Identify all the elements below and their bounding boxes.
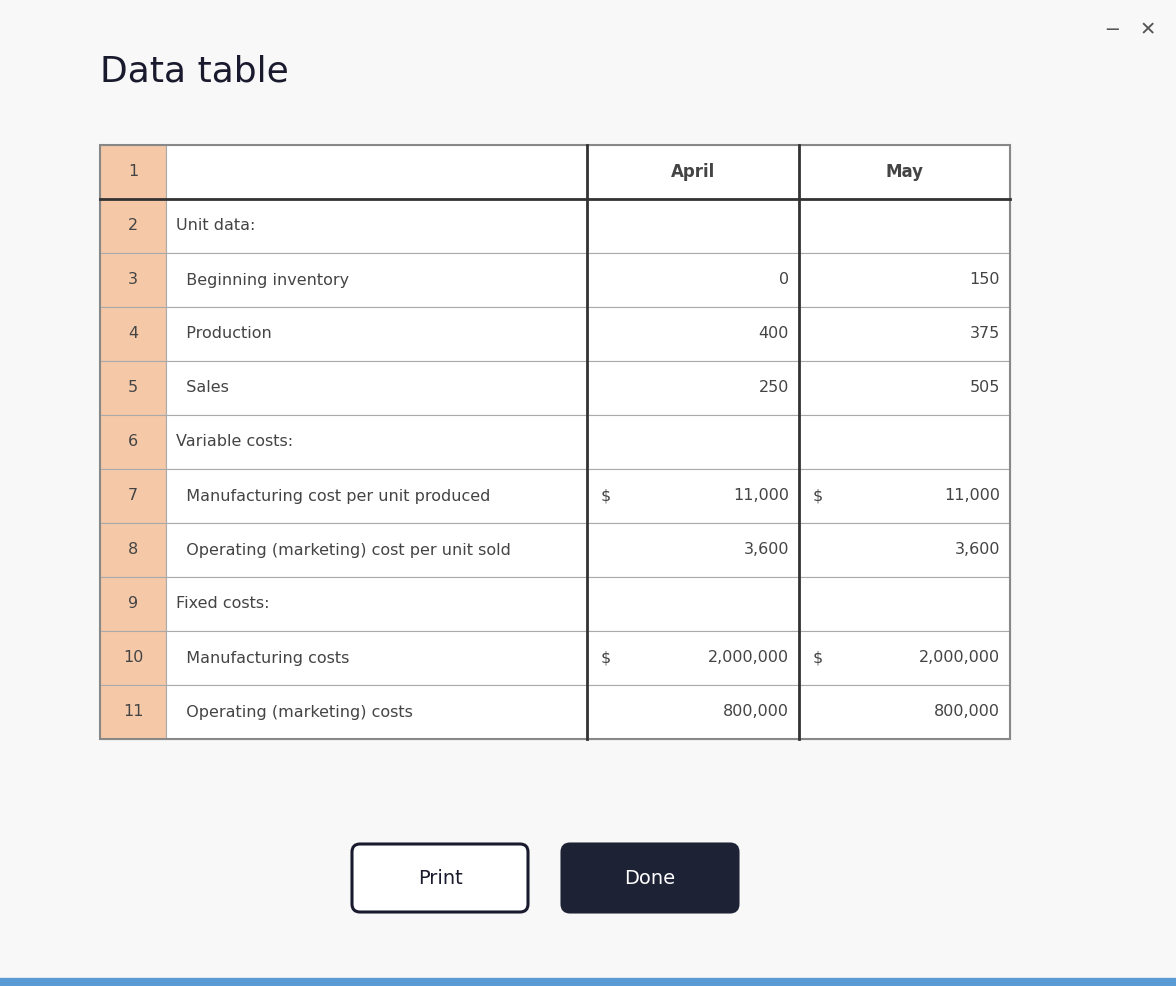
Bar [587,253,799,307]
Text: 11: 11 [123,705,143,720]
Bar [799,469,1010,523]
Bar [587,469,799,523]
Bar [587,577,799,631]
Text: 250: 250 [759,381,789,395]
Text: 3,600: 3,600 [955,542,1000,557]
Text: 2: 2 [128,219,139,234]
Text: $: $ [813,651,823,666]
Text: Fixed costs:: Fixed costs: [176,597,270,611]
Text: May: May [886,163,923,181]
Text: 8: 8 [128,542,139,557]
Text: 1: 1 [128,165,139,179]
Bar [100,469,167,523]
Bar [167,469,587,523]
Text: ✕: ✕ [1140,21,1156,39]
Bar [167,253,587,307]
Text: 11,000: 11,000 [944,488,1000,504]
Text: 150: 150 [969,272,1000,288]
Bar [100,307,167,361]
Text: Sales: Sales [176,381,229,395]
Bar [167,145,587,199]
Bar [799,523,1010,577]
Text: ─: ─ [1107,21,1118,39]
Bar [167,307,587,361]
Bar [587,307,799,361]
Text: Variable costs:: Variable costs: [176,435,294,450]
Text: 9: 9 [128,597,139,611]
Text: $: $ [813,488,823,504]
Bar [587,361,799,415]
Text: Manufacturing costs: Manufacturing costs [176,651,349,666]
Bar [799,307,1010,361]
Text: Print: Print [417,869,462,887]
Text: Operating (marketing) cost per unit sold: Operating (marketing) cost per unit sold [176,542,512,557]
Bar [100,523,167,577]
Bar [167,631,587,685]
Bar [167,415,587,469]
Text: Unit data:: Unit data: [176,219,256,234]
Bar [100,685,167,739]
Bar [799,415,1010,469]
Text: 3,600: 3,600 [743,542,789,557]
Bar [100,145,1010,739]
Text: 6: 6 [128,435,139,450]
Text: 4: 4 [128,326,139,341]
Bar [799,199,1010,253]
Bar [799,577,1010,631]
Text: Production: Production [176,326,272,341]
Text: 11,000: 11,000 [733,488,789,504]
Bar [587,631,799,685]
FancyBboxPatch shape [352,844,528,912]
Bar [100,199,167,253]
Bar [100,145,167,199]
Text: 7: 7 [128,488,139,504]
Text: $: $ [601,488,612,504]
Bar [100,415,167,469]
Bar [100,631,167,685]
Text: 10: 10 [123,651,143,666]
Bar [799,631,1010,685]
Text: Beginning inventory: Beginning inventory [176,272,349,288]
Bar [587,523,799,577]
Text: 2,000,000: 2,000,000 [708,651,789,666]
Bar [167,685,587,739]
Bar [799,145,1010,199]
Bar [587,415,799,469]
Text: 2,000,000: 2,000,000 [918,651,1000,666]
Text: Data table: Data table [100,55,289,89]
Text: 505: 505 [970,381,1000,395]
Text: Done: Done [624,869,675,887]
Bar [799,685,1010,739]
Text: 800,000: 800,000 [934,705,1000,720]
Text: Manufacturing cost per unit produced: Manufacturing cost per unit produced [176,488,490,504]
Bar [587,145,799,199]
Bar [100,361,167,415]
Bar [587,199,799,253]
Text: 0: 0 [779,272,789,288]
Bar [167,199,587,253]
Bar [167,361,587,415]
Text: April: April [670,163,715,181]
Text: 375: 375 [970,326,1000,341]
Text: Operating (marketing) costs: Operating (marketing) costs [176,705,413,720]
Text: 3: 3 [128,272,139,288]
Bar [167,523,587,577]
Bar [100,253,167,307]
Bar [100,577,167,631]
Text: 800,000: 800,000 [723,705,789,720]
FancyBboxPatch shape [562,844,739,912]
Text: 400: 400 [759,326,789,341]
Text: $: $ [601,651,612,666]
Text: 5: 5 [128,381,139,395]
Bar [167,577,587,631]
Bar [799,253,1010,307]
Bar [587,685,799,739]
Bar [799,361,1010,415]
